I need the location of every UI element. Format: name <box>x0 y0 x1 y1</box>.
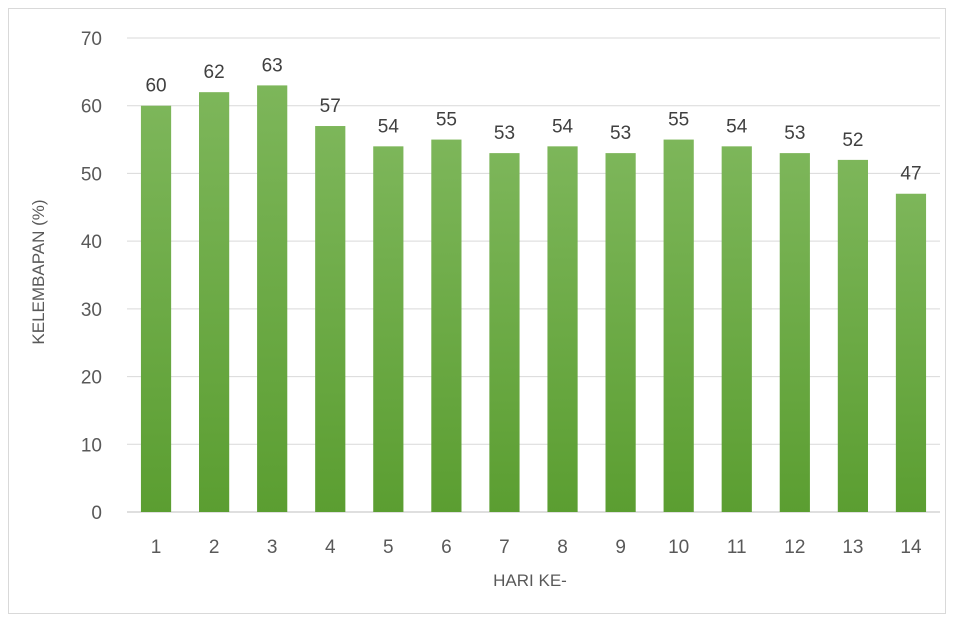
x-tick-label: 3 <box>267 537 278 558</box>
data-label: 60 <box>145 76 166 97</box>
y-tick-label: 0 <box>91 503 102 524</box>
data-label: 53 <box>610 123 631 144</box>
x-tick-label: 2 <box>209 537 220 558</box>
x-tick-label: 10 <box>668 537 689 558</box>
x-tick-label: 13 <box>842 537 863 558</box>
data-label: 55 <box>436 110 457 131</box>
data-label: 52 <box>842 130 863 151</box>
data-label: 53 <box>784 123 805 144</box>
x-tick-label: 6 <box>441 537 452 558</box>
bar <box>489 153 520 512</box>
bar <box>315 126 346 513</box>
x-tick-label: 12 <box>784 537 805 558</box>
x-tick-label: 8 <box>557 537 568 558</box>
y-tick-label: 20 <box>81 368 102 389</box>
bar <box>140 105 172 512</box>
data-label: 63 <box>262 55 283 76</box>
bar <box>547 146 578 513</box>
data-label: 53 <box>494 123 515 144</box>
data-label: 55 <box>668 110 689 131</box>
bar <box>373 146 404 513</box>
bar <box>779 153 810 512</box>
y-tick-label: 50 <box>81 164 102 185</box>
bar <box>431 139 462 513</box>
x-tick-label: 5 <box>383 537 394 558</box>
data-label: 54 <box>378 116 400 137</box>
data-label: 54 <box>552 116 574 137</box>
bar <box>721 146 752 513</box>
x-tick-label: 11 <box>727 537 747 558</box>
data-label: 47 <box>900 164 921 185</box>
x-tick-label: 4 <box>325 537 336 558</box>
y-tick-label: 10 <box>81 435 102 456</box>
y-axis-title: KELEMBAPAN (%) <box>29 199 48 344</box>
bar <box>663 139 694 513</box>
x-tick-label: 1 <box>151 537 162 558</box>
x-axis-title: HARI KE- <box>493 571 567 590</box>
x-tick-label: 14 <box>900 537 922 558</box>
x-tick-label: 9 <box>615 537 626 558</box>
bar <box>605 153 636 512</box>
data-label: 62 <box>204 62 225 83</box>
bar <box>257 85 288 513</box>
y-tick-label: 30 <box>81 300 102 321</box>
data-label: 54 <box>726 116 748 137</box>
y-tick-label: 70 <box>81 29 102 50</box>
x-tick-label: 7 <box>499 537 510 558</box>
bar <box>837 159 868 512</box>
bar <box>895 193 927 512</box>
y-tick-label: 40 <box>81 232 102 253</box>
bar <box>199 92 230 513</box>
data-label: 57 <box>320 96 341 117</box>
y-tick-label: 60 <box>81 97 102 118</box>
